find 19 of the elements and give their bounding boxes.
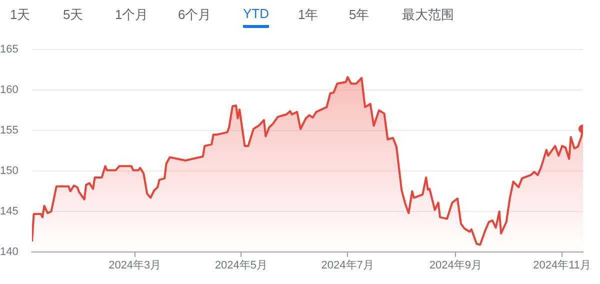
text: YTD	[243, 6, 269, 28]
y-tick-label: 140	[0, 246, 18, 258]
x-tick-label: 2024年11月	[533, 260, 592, 272]
text: 最大范围	[402, 6, 454, 24]
text: 1年	[298, 6, 318, 24]
text: 6个月	[178, 6, 212, 24]
y-tick-label: 155	[0, 124, 18, 137]
y-tick-label: 160	[0, 84, 18, 96]
y-tick-label: 145	[0, 206, 18, 218]
text: 1天	[10, 6, 30, 24]
x-tick-label: 2024年9月	[429, 260, 482, 272]
y-tick-label: 165	[0, 44, 18, 56]
x-tick-label: 2024年7月	[321, 260, 374, 272]
text: 1个月	[115, 6, 148, 24]
x-tick-label: 2024年3月	[108, 260, 162, 272]
x-tick-label: 2024年5月	[214, 260, 268, 272]
text: 5年	[349, 6, 370, 24]
text: 5天	[63, 6, 84, 24]
y-tick-label: 150	[0, 165, 18, 178]
